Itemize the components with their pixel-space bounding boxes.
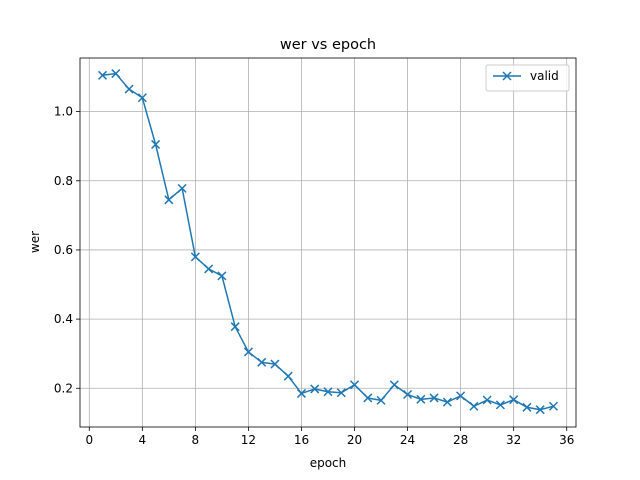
x-tick-label: 20 bbox=[347, 433, 362, 447]
x-ticks: 0 4 8 12 16 20 24 28 32 36 bbox=[85, 427, 574, 447]
x-tick-label: 32 bbox=[506, 433, 521, 447]
legend: valid bbox=[485, 64, 570, 92]
data-point-marker bbox=[442, 397, 452, 407]
data-point-marker bbox=[111, 69, 121, 79]
data-point-marker bbox=[98, 70, 108, 80]
x-tick-label: 16 bbox=[294, 433, 309, 447]
legend-marker-x bbox=[502, 71, 512, 81]
data-point-marker bbox=[495, 400, 505, 410]
data-point-marker bbox=[363, 393, 373, 403]
y-tick-label: 0.4 bbox=[54, 312, 73, 326]
data-point-marker bbox=[230, 322, 240, 332]
data-point-marker bbox=[283, 371, 293, 381]
x-tick-label: 0 bbox=[85, 433, 93, 447]
legend-label-valid: valid bbox=[530, 69, 559, 83]
x-tick-label: 4 bbox=[139, 433, 147, 447]
data-point-marker bbox=[190, 252, 200, 262]
data-point-marker bbox=[137, 93, 147, 103]
data-point-marker bbox=[217, 271, 227, 281]
data-point-marker bbox=[416, 394, 426, 404]
data-point-marker bbox=[257, 357, 267, 367]
data-point-marker bbox=[349, 380, 360, 390]
data-point-marker bbox=[376, 395, 386, 405]
grid-layer bbox=[80, 58, 576, 427]
data-point-marker bbox=[548, 401, 558, 411]
axes-frame bbox=[79, 57, 577, 428]
x-tick-label: 8 bbox=[192, 433, 200, 447]
y-tick-label: 0.6 bbox=[54, 243, 73, 257]
y-tick-label: 0.2 bbox=[54, 381, 73, 395]
y-tick-label: 0.8 bbox=[54, 174, 73, 188]
legend-box bbox=[485, 64, 570, 92]
x-axis-label: epoch bbox=[310, 456, 347, 470]
data-point-marker bbox=[243, 347, 253, 357]
x-tick-label: 36 bbox=[559, 433, 574, 447]
data-point-marker bbox=[403, 389, 413, 400]
data-point-marker bbox=[456, 391, 466, 401]
data-point-marker bbox=[310, 384, 320, 394]
x-tick-label: 12 bbox=[241, 433, 256, 447]
x-tick-label: 28 bbox=[453, 433, 468, 447]
data-point-marker bbox=[177, 183, 187, 193]
x-tick-label: 24 bbox=[400, 433, 415, 447]
data-point-marker bbox=[336, 388, 346, 398]
y-tick-label: 1.0 bbox=[54, 105, 73, 119]
data-point-marker bbox=[509, 395, 519, 405]
data-point-marker bbox=[151, 139, 161, 149]
data-point-marker bbox=[124, 84, 134, 94]
data-point-marker bbox=[164, 195, 174, 205]
chart-title: wer vs epoch bbox=[280, 37, 376, 53]
data-point-marker bbox=[204, 264, 214, 274]
y-axis-label: wer bbox=[28, 231, 42, 253]
data-point-marker bbox=[522, 402, 532, 412]
series-layer bbox=[98, 69, 558, 415]
data-point-marker bbox=[535, 405, 545, 415]
data-point-marker bbox=[270, 359, 280, 369]
y-ticks: 0.2 0.4 0.6 0.8 1.0 bbox=[54, 105, 80, 395]
data-point-marker bbox=[469, 401, 479, 411]
data-point-marker bbox=[323, 387, 333, 397]
data-point-marker bbox=[389, 380, 399, 390]
data-point-marker bbox=[482, 395, 492, 405]
data-point-marker bbox=[296, 388, 307, 398]
data-point-marker bbox=[429, 393, 439, 403]
